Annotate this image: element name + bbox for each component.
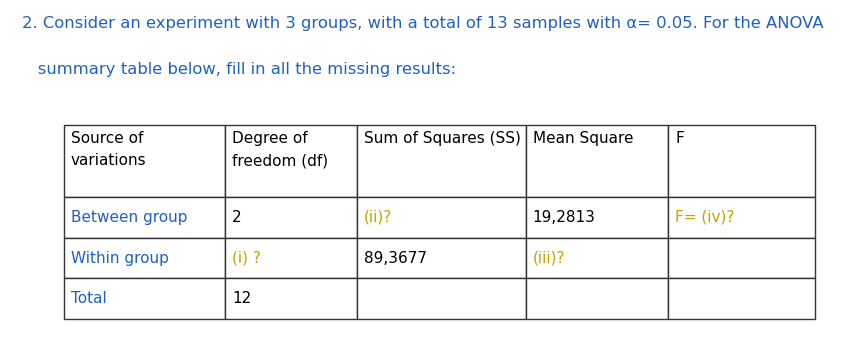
Bar xyxy=(225,125,356,197)
Bar xyxy=(356,278,525,319)
Text: 2: 2 xyxy=(232,210,242,225)
Text: Between group: Between group xyxy=(71,210,187,225)
Bar xyxy=(356,197,525,238)
Bar xyxy=(525,197,667,238)
Text: (ii)?: (ii)? xyxy=(363,210,392,225)
Bar xyxy=(64,197,225,238)
Bar xyxy=(356,238,525,278)
Text: F= (iv)?: F= (iv)? xyxy=(675,210,734,225)
Bar xyxy=(525,238,667,278)
Text: Total: Total xyxy=(71,291,106,306)
Text: Within group: Within group xyxy=(71,251,169,265)
Bar xyxy=(667,197,814,238)
Bar xyxy=(225,238,356,278)
Text: Source of
variations: Source of variations xyxy=(71,131,147,168)
Text: summary table below, fill in all the missing results:: summary table below, fill in all the mis… xyxy=(22,62,456,77)
Bar xyxy=(356,125,525,197)
Text: 2. Consider an experiment with 3 groups, with a total of 13 samples with α= 0.05: 2. Consider an experiment with 3 groups,… xyxy=(22,16,823,31)
Text: Sum of Squares (SS): Sum of Squares (SS) xyxy=(363,131,520,146)
Bar xyxy=(225,278,356,319)
Text: (iii)?: (iii)? xyxy=(532,251,565,265)
Text: F: F xyxy=(675,131,683,146)
Text: Mean Square: Mean Square xyxy=(532,131,632,146)
Bar xyxy=(667,238,814,278)
Bar xyxy=(525,278,667,319)
Bar xyxy=(64,125,225,197)
Bar xyxy=(667,278,814,319)
Bar xyxy=(225,197,356,238)
Text: Degree of
freedom (df): Degree of freedom (df) xyxy=(232,131,328,168)
Text: 19,2813: 19,2813 xyxy=(532,210,595,225)
Text: 89,3677: 89,3677 xyxy=(363,251,426,265)
Bar xyxy=(64,278,225,319)
Text: 12: 12 xyxy=(232,291,251,306)
Bar xyxy=(64,238,225,278)
Bar xyxy=(525,125,667,197)
Text: (i) ?: (i) ? xyxy=(232,251,261,265)
Bar xyxy=(667,125,814,197)
